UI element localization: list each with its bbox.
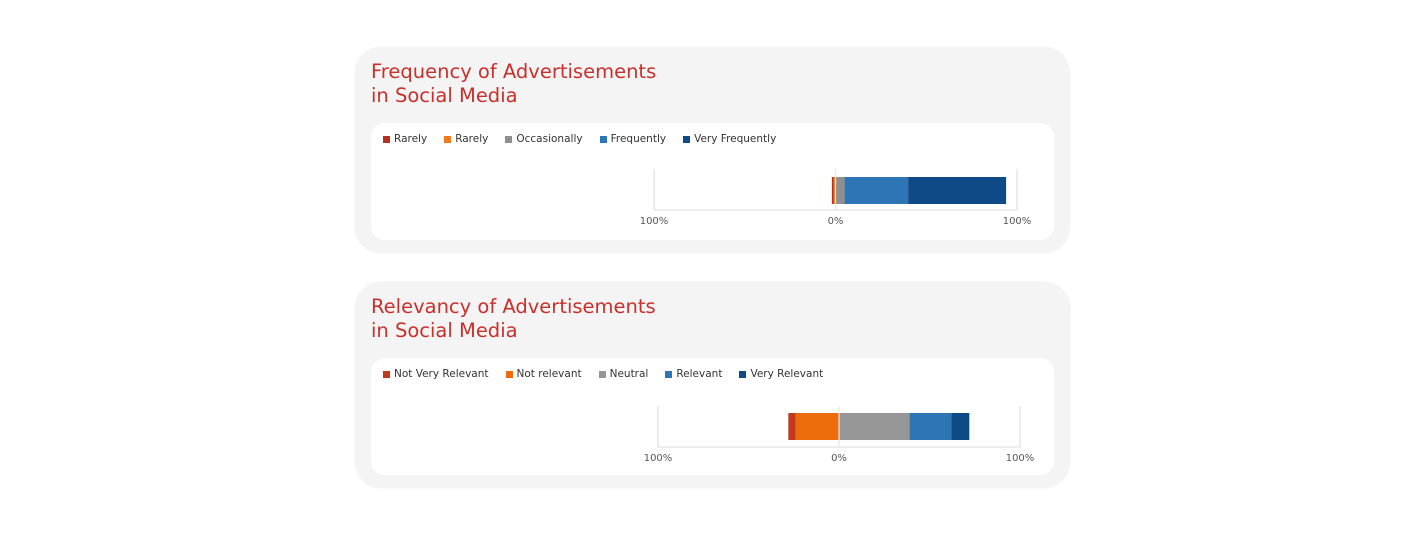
relevancy-chart-title: Relevancy of Advertisements in Social Me… xyxy=(371,295,656,343)
legend-item-not-relevant: Not relevant xyxy=(505,368,582,380)
legend-swatch xyxy=(444,135,452,143)
legend-label: Occasionally xyxy=(516,133,583,145)
legend-label: Not Very Relevant xyxy=(394,368,489,380)
legend-item-very-relevant: Very Relevant xyxy=(739,368,823,380)
bar-segment-rarely xyxy=(831,177,834,204)
legend-swatch xyxy=(665,370,673,378)
bar-segment-very-frequently xyxy=(908,177,1007,204)
x-tick-label: 100% xyxy=(644,453,673,464)
bar-segment-frequently xyxy=(844,177,909,204)
legend-swatch xyxy=(599,135,607,143)
x-tick-label: 0% xyxy=(828,216,844,227)
legend-label: Very Relevant xyxy=(750,368,824,380)
legend-label: Relevant xyxy=(676,368,723,380)
legend-swatch xyxy=(598,370,606,378)
bar-segment-not-very-relevant xyxy=(788,413,796,440)
legend-swatch xyxy=(739,370,747,378)
legend-item-neutral: Neutral xyxy=(598,368,649,380)
legend-swatch xyxy=(383,370,390,378)
x-tick-label: 100% xyxy=(640,216,669,227)
relevancy-chart-area: Not Very Relevant Not relevant Neutral R… xyxy=(371,358,1054,475)
frequency-legend: Rarely Rarely Occasionally Frequently Ve… xyxy=(383,133,793,145)
relevancy-legend: Not Very Relevant Not relevant Neutral R… xyxy=(383,368,840,380)
legend-label: Rarely xyxy=(394,133,428,145)
bar-segment-rarely xyxy=(833,177,836,204)
legend-item-occasionally: Occasionally xyxy=(505,133,583,145)
relevancy-card: Relevancy of Advertisements in Social Me… xyxy=(355,282,1070,488)
bar-segment-not-relevant xyxy=(795,413,839,440)
legend-swatch xyxy=(505,370,513,378)
frequency-chart-title: Frequency of Advertisements in Social Me… xyxy=(371,60,656,108)
frequency-chart-area: Rarely Rarely Occasionally Frequently Ve… xyxy=(371,123,1054,240)
frequency-title-line-1: Frequency of Advertisements xyxy=(371,60,657,83)
x-tick-label: 100% xyxy=(1003,216,1032,227)
frequency-bar-chart: 100% 0% 100% xyxy=(640,169,1032,227)
legend-label: Very Frequently xyxy=(694,133,777,145)
relevancy-title-line-2: in Social Media xyxy=(371,319,518,342)
legend-swatch xyxy=(383,135,390,143)
legend-item-rarely-1: Rarely xyxy=(383,133,427,145)
legend-swatch xyxy=(683,135,691,143)
legend-label: Rarely xyxy=(455,133,489,145)
legend-item-relevant: Relevant xyxy=(665,368,722,380)
legend-item-very-frequently: Very Frequently xyxy=(683,133,776,145)
legend-item-rarely-2: Rarely xyxy=(444,133,488,145)
frequency-title-line-2: in Social Media xyxy=(371,84,518,107)
x-tick-label: 100% xyxy=(1006,453,1035,464)
legend-label: Frequently xyxy=(610,133,667,145)
legend-label: Not relevant xyxy=(516,368,582,380)
relevancy-title-line-1: Relevancy of Advertisements xyxy=(371,295,656,318)
legend-label: Neutral xyxy=(609,368,649,380)
relevancy-bar-chart: 100% 0% 100% xyxy=(644,406,1035,464)
bar-segment-very-relevant xyxy=(951,413,970,440)
legend-item-not-very-relevant: Not Very Relevant xyxy=(383,368,489,380)
bar-segment-neutral xyxy=(839,413,910,440)
x-tick-label: 0% xyxy=(831,453,847,464)
bar-segment-relevant xyxy=(909,413,952,440)
legend-swatch xyxy=(505,135,513,143)
frequency-card: Frequency of Advertisements in Social Me… xyxy=(355,47,1070,253)
legend-item-frequently: Frequently xyxy=(599,133,667,145)
bar-segment-occasionally xyxy=(835,177,845,204)
